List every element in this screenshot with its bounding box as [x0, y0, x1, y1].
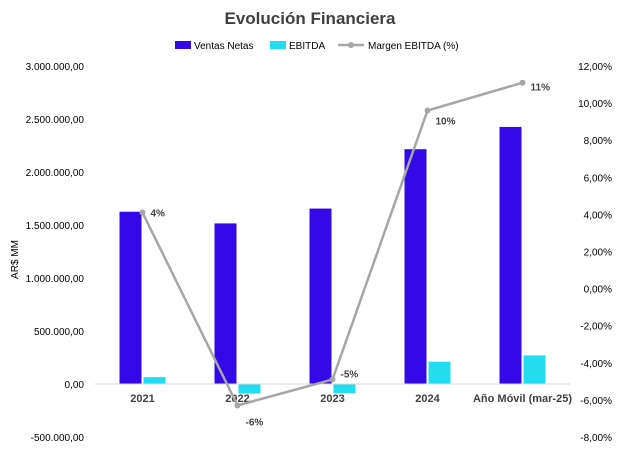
y-tick-label: 2.500.000,00: [26, 115, 85, 126]
x-axis: 2021 2022 2023 2024 Año Móvil (mar-25): [130, 393, 572, 405]
y-tick-label: 1.500.000,00: [26, 221, 85, 232]
x-tick-label: 2023: [320, 393, 344, 405]
bar-ventas-netas-0: [119, 211, 142, 384]
bar-ventas-netas-3: [404, 149, 427, 384]
margin-data-label: -5%: [341, 369, 359, 380]
y2-tick-label: -6,00%: [580, 396, 612, 407]
margin-line-series: 4% -6% -5% 10% 11%: [139, 79, 551, 428]
bar-ebitda-0: [143, 377, 166, 384]
y-axis-right: -8,00% -6,00% -4,00% -2,00% 0,00% 2,00% 4,00% 6…: [578, 62, 612, 444]
bar-ebitda-2: [333, 384, 356, 394]
margin-point-0: [139, 209, 146, 216]
chart-title: Evolución Financiera: [225, 9, 397, 28]
y2-tick-label: 0,00%: [584, 285, 612, 296]
bar-ventas-netas-2: [309, 208, 332, 384]
y-tick-label: 3.000.000,00: [26, 62, 85, 73]
margin-data-label: 4%: [151, 209, 166, 220]
y-tick-label: 0,00: [65, 380, 85, 391]
y2-tick-label: -4,00%: [580, 359, 612, 370]
margin-line: [141, 81, 523, 407]
y2-tick-label: -2,00%: [580, 322, 612, 333]
bars: [119, 126, 546, 394]
bar-ventas-netas-4: [499, 126, 522, 384]
y2-tick-label: 2,00%: [584, 248, 612, 259]
bar-ventas-netas-1: [214, 223, 237, 384]
bar-ebitda-4: [523, 355, 546, 384]
y2-tick-label: -8,00%: [580, 433, 612, 444]
x-tick-label: 2022: [225, 393, 249, 405]
legend-label: Margen EBITDA (%): [368, 41, 459, 52]
y-tick-label: -500.000,00: [31, 433, 85, 444]
y-tick-label: 1.000.000,00: [26, 274, 85, 285]
margin-data-label: 10%: [436, 117, 456, 128]
x-tick-label: 2024: [415, 393, 440, 405]
y2-tick-label: 4,00%: [584, 210, 612, 221]
x-tick-label: Año Móvil (mar-25): [473, 393, 572, 405]
legend: Ventas Netas EBITDA Margen EBITDA (%): [175, 41, 459, 52]
y2-tick-label: 12,00%: [578, 62, 612, 73]
legend-swatch: [175, 41, 191, 49]
margin-point-2: [329, 376, 336, 383]
y2-tick-label: 6,00%: [584, 173, 612, 184]
y-tick-label: 2.000.000,00: [26, 168, 85, 179]
margin-point-3: [424, 107, 431, 114]
y2-tick-label: 10,00%: [578, 99, 612, 110]
legend-label: EBITDA: [289, 41, 325, 52]
bar-ebitda-1: [238, 384, 261, 394]
margin-point-4: [519, 79, 526, 86]
y-axis-left: -500.000,00 0,00 500.000,00 1.000.000,00 1.5…: [26, 62, 85, 444]
y-axis-label: AR$ MM: [10, 240, 21, 279]
y2-tick-label: 8,00%: [584, 136, 612, 147]
margin-data-label: 11%: [531, 83, 551, 94]
y-tick-label: 500.000,00: [34, 327, 84, 338]
legend-swatch: [270, 41, 286, 49]
legend-label: Ventas Netas: [194, 41, 253, 52]
x-tick-label: 2021: [130, 393, 154, 405]
legend-swatch-marker: [348, 42, 354, 48]
margin-point-1: [234, 402, 241, 409]
bar-ebitda-3: [428, 361, 451, 384]
margin-data-label: -6%: [246, 417, 264, 428]
